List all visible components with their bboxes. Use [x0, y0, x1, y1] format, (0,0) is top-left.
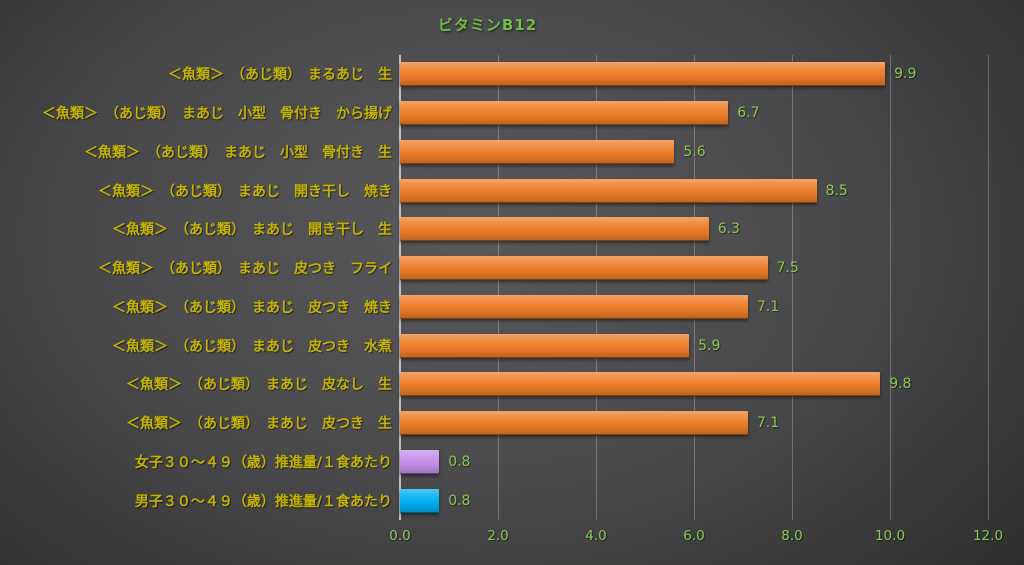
data-bar[interactable]: [400, 62, 886, 87]
category-label: ＜魚類＞ （あじ類） まあじ 皮つき フライ: [98, 261, 392, 278]
bar-value-label: 6.7: [737, 105, 760, 122]
category-label: ＜魚類＞ （あじ類） まあじ 皮つき 生: [126, 416, 392, 433]
value-axis-labels: 0.0 2.0 4.0 6.0 8.0 10.0 12.0: [389, 528, 1003, 550]
bar-row: 8.5: [400, 171, 988, 210]
gridline: [890, 55, 891, 520]
bar-value-label: 8.5: [825, 182, 848, 199]
gridline: [596, 55, 597, 520]
data-bar[interactable]: [400, 178, 817, 203]
value-axis-tick-label: 8.0: [781, 528, 803, 544]
category-label: ＜魚類＞ （あじ類） まあじ 小型 骨付き 生: [84, 144, 392, 161]
data-bar[interactable]: [400, 294, 748, 319]
bar-row: 0.8: [400, 443, 988, 482]
value-axis-line: [399, 55, 401, 520]
bar-row: 6.3: [400, 210, 988, 249]
category-label: ＜魚類＞ （あじ類） まあじ 小型 骨付き から揚げ: [42, 106, 392, 123]
data-bar[interactable]: [400, 139, 675, 164]
category-label: 男子３０～４９（歳）推進量/１食あたり: [134, 493, 392, 510]
bar-value-label: 5.9: [698, 337, 721, 354]
category-label: 女子３０～４９（歳）推進量/１食あたり: [134, 454, 392, 471]
category-label: ＜魚類＞ （あじ類） まるあじ 生: [168, 67, 392, 84]
gridline: [694, 55, 695, 520]
value-axis-tick-label: 0.0: [389, 528, 411, 544]
bar-value-label: 7.1: [756, 415, 780, 432]
bar-value-label: 6.3: [717, 221, 740, 238]
bar-row: 7.1: [400, 404, 988, 443]
chart-title: ビタミンB12: [437, 16, 538, 34]
data-bar[interactable]: [400, 449, 440, 474]
bars-container: 9.9 6.7 5.6 8.5 6.3 7.5 7.1 5.9 9.8 7.1 0.8 0.8: [400, 55, 988, 520]
bar-value-label: 0.8: [448, 453, 471, 470]
data-bar[interactable]: [400, 256, 768, 281]
bar-row: 5.9: [400, 326, 988, 365]
bar-row: 7.1: [400, 288, 988, 327]
value-axis-tick-label: 4.0: [585, 528, 607, 544]
bar-value-label: 7.5: [776, 260, 799, 277]
category-label: ＜魚類＞ （あじ類） まあじ 皮つき 水煮: [112, 338, 392, 355]
gridline: [792, 55, 793, 520]
category-label: ＜魚類＞ （あじ類） まあじ 開き干し 生: [112, 222, 392, 239]
data-bar[interactable]: [400, 488, 440, 513]
category-axis: ＜魚類＞ （あじ類） まるあじ 生 ＜魚類＞ （あじ類） まあじ 小型 骨付き か…: [0, 55, 392, 520]
value-axis-tick-label: 10.0: [874, 528, 906, 544]
data-bar[interactable]: [400, 101, 729, 126]
plot-area: 9.9 6.7 5.6 8.5 6.3 7.5 7.1 5.9 9.8 7.1 0.8 0.8: [399, 55, 989, 520]
bar-row: 6.7: [400, 94, 988, 133]
bar-value-label: 0.8: [448, 492, 471, 509]
bar-value-label: 5.6: [683, 143, 706, 160]
bar-value-label: 7.1: [756, 298, 780, 315]
category-label: ＜魚類＞ （あじ類） まあじ 開き干し 焼き: [98, 183, 392, 200]
gridline: [988, 55, 989, 520]
gridline: [498, 55, 499, 520]
value-axis-tick-label: 2.0: [487, 528, 509, 544]
value-axis-tick-label: 12.0: [972, 528, 1004, 544]
bar-value-label: 9.8: [889, 376, 912, 393]
bar-row: 5.6: [400, 133, 988, 172]
bar-row: 7.5: [400, 249, 988, 288]
bar-row: 9.9: [400, 55, 988, 94]
data-bar[interactable]: [400, 411, 748, 436]
data-bar[interactable]: [400, 372, 881, 397]
category-label: ＜魚類＞ （あじ類） まあじ 皮つき 焼き: [112, 299, 392, 316]
bar-row: 9.8: [400, 365, 988, 404]
bar-row: 0.8: [400, 481, 988, 520]
data-bar[interactable]: [400, 333, 690, 358]
category-label: ＜魚類＞ （あじ類） まあじ 皮なし 生: [126, 377, 392, 394]
data-bar[interactable]: [400, 217, 709, 242]
bar-value-label: 9.9: [894, 66, 917, 83]
value-axis-tick-label: 6.0: [683, 528, 705, 544]
